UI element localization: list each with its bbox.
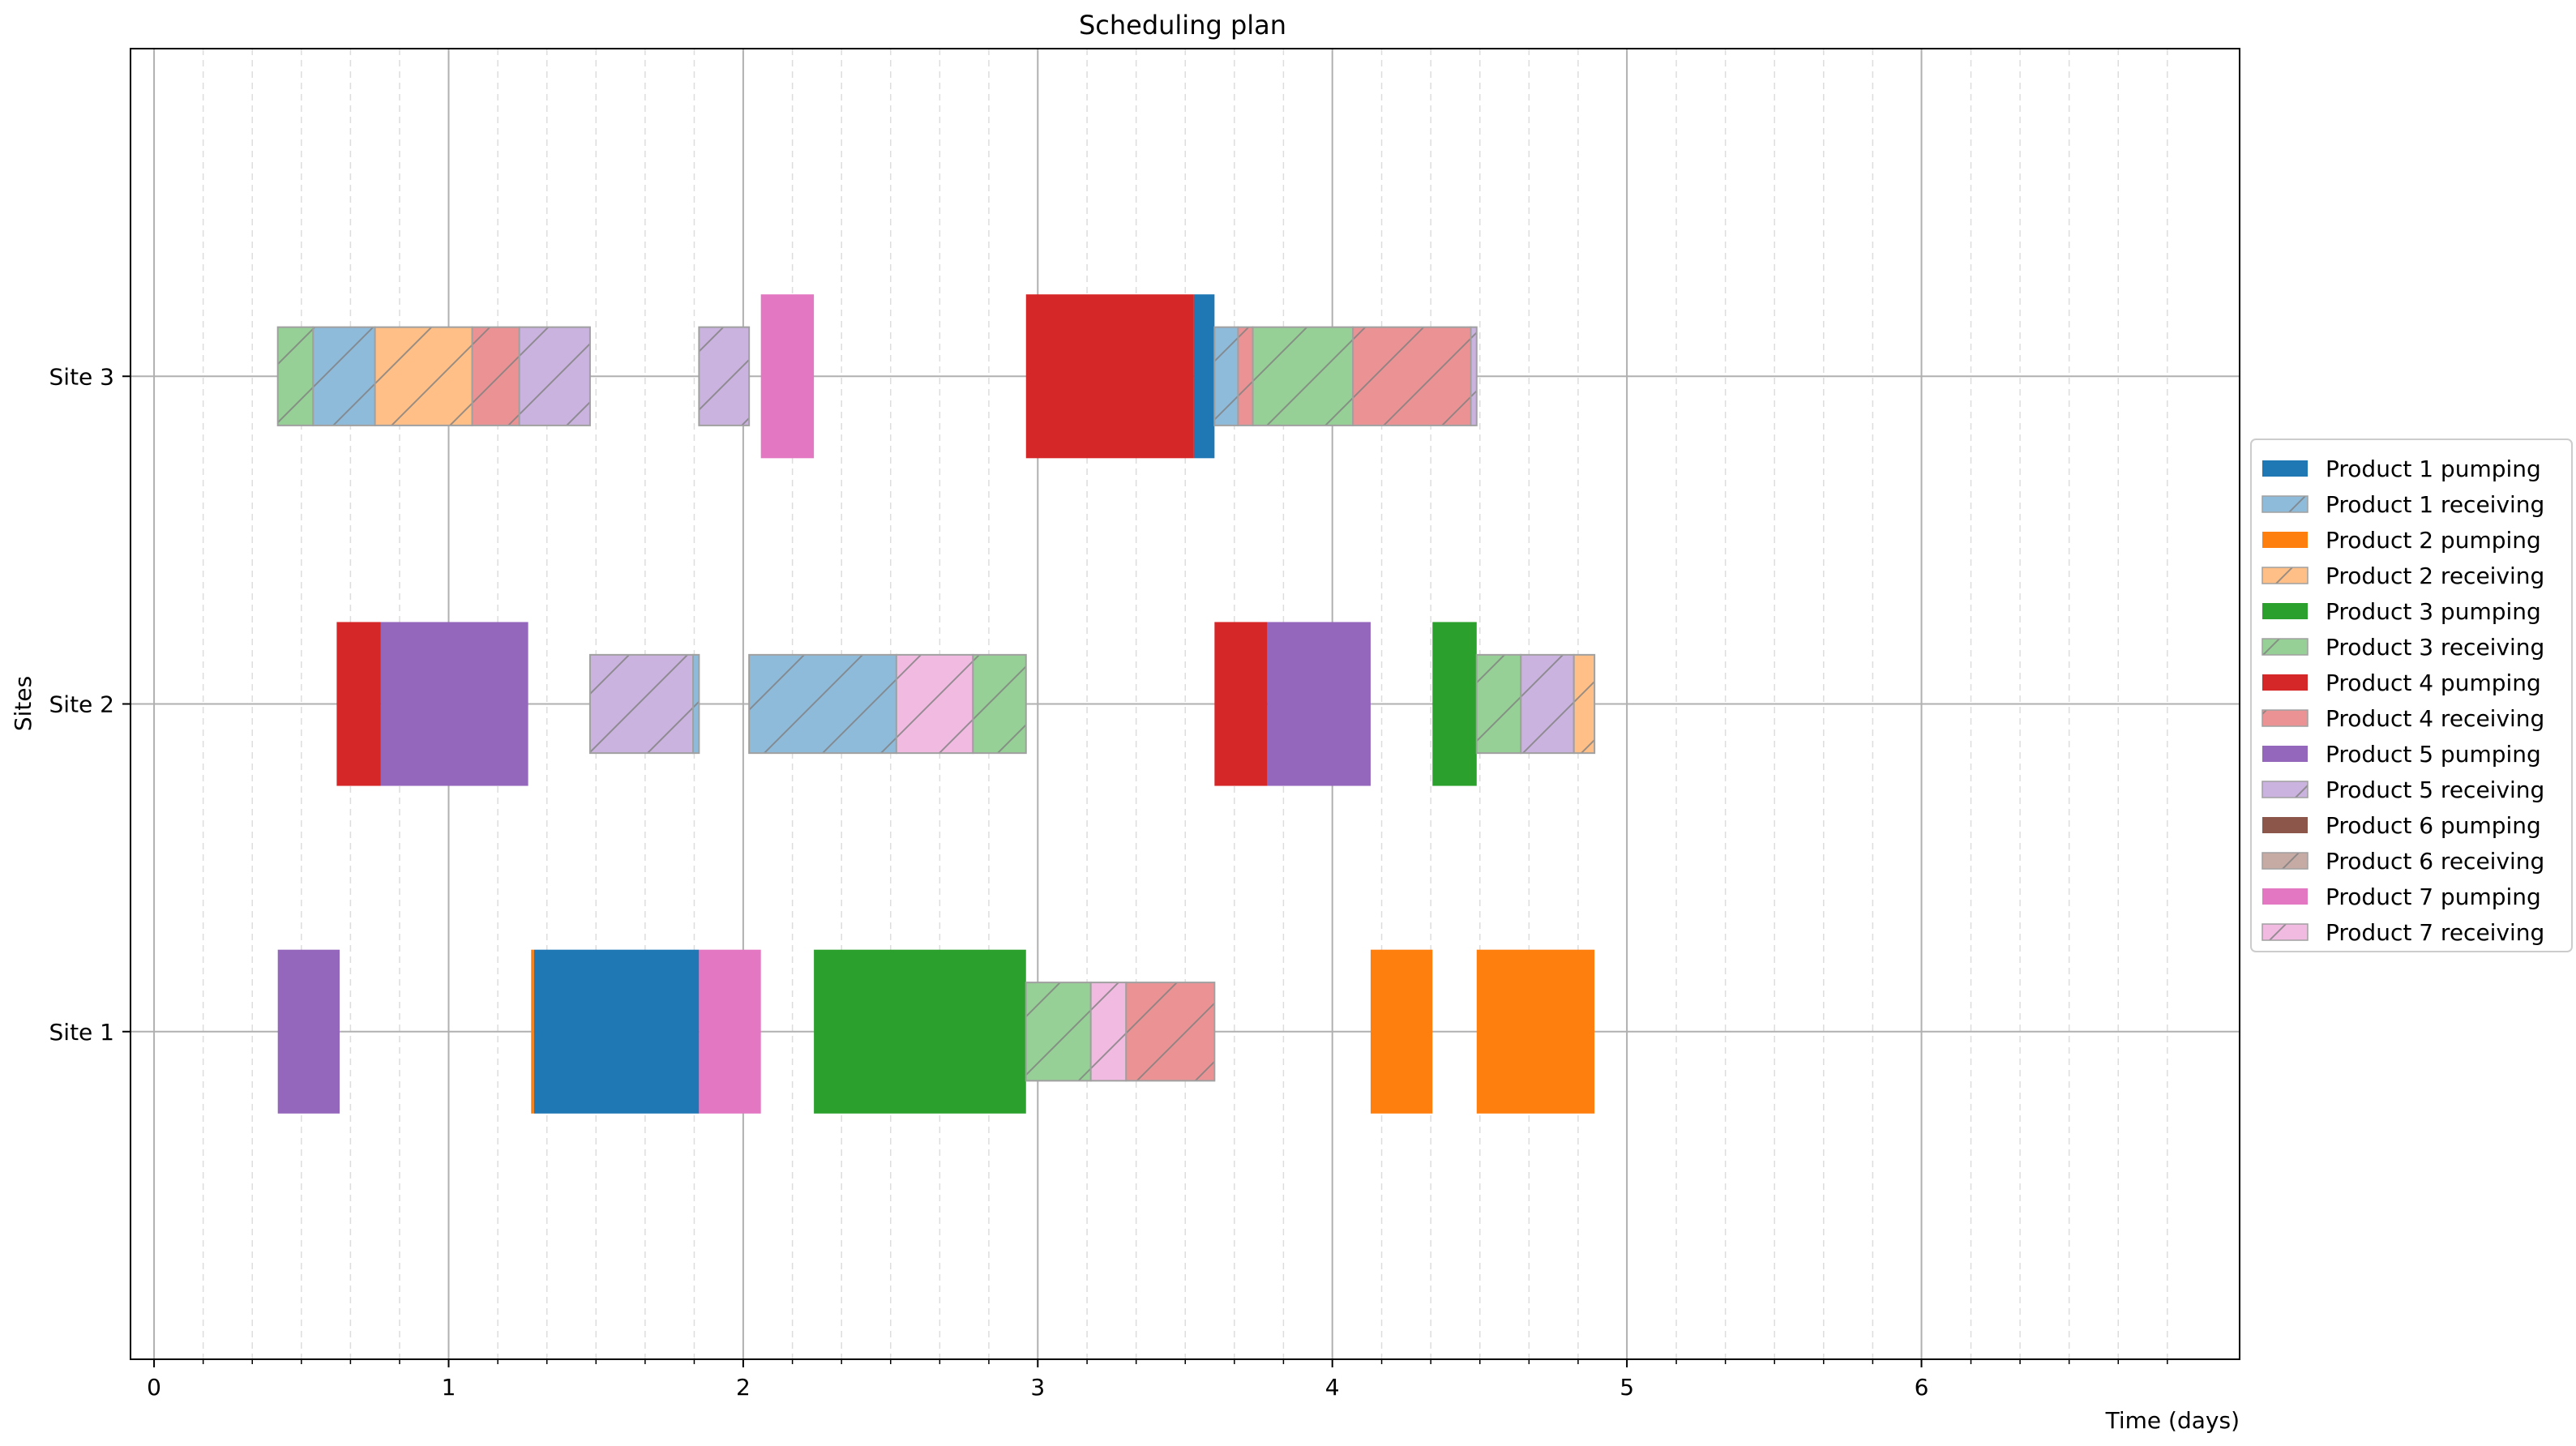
- task-bar-product-5-receiving: [1520, 653, 1575, 755]
- task-bar-product-2-receiving: [1573, 653, 1596, 755]
- y-axis: Site 1 Site 2 Site 3: [49, 363, 131, 1046]
- task-bar-product-5-receiving: [518, 326, 591, 426]
- legend-swatch: [2261, 781, 2309, 798]
- task-bar-product-4-pumping: [336, 622, 381, 786]
- task-bar-product-2-pumping: [1476, 949, 1595, 1114]
- task-bar-product-2-pumping: [1370, 949, 1433, 1114]
- task-bar-product-4-receiving: [1352, 326, 1472, 426]
- task-bar-product-5-receiving: [1470, 326, 1478, 426]
- legend-swatch: [2261, 709, 2309, 727]
- task-bars: [276, 294, 1596, 1114]
- y-tick-label: Site 2: [49, 691, 114, 718]
- legend-swatch: [2262, 888, 2308, 905]
- legend-swatch: [2261, 567, 2309, 584]
- legend-swatch: [2261, 852, 2309, 870]
- legend-label: Product 1 pumping: [2326, 456, 2541, 482]
- legend-label: Product 7 pumping: [2326, 883, 2541, 910]
- task-bar-product-1-receiving: [748, 653, 897, 755]
- task-bar-product-2-receiving: [374, 326, 473, 426]
- legend-swatch: [2262, 674, 2308, 691]
- legend-swatch: [2262, 460, 2308, 477]
- y-axis-label: Sites: [10, 676, 36, 731]
- task-bar-product-1-receiving: [1213, 326, 1239, 426]
- task-bar-product-3-receiving: [972, 653, 1027, 755]
- task-bar-product-7-pumping: [760, 294, 815, 459]
- task-bar-product-3-receiving: [1025, 982, 1092, 1082]
- legend-swatch: [2262, 817, 2308, 833]
- chart-title: Scheduling plan: [1079, 10, 1286, 41]
- task-bar-product-7-receiving: [895, 653, 974, 755]
- task-bar-product-3-receiving: [1475, 653, 1522, 755]
- task-bar-product-7-receiving: [1089, 982, 1128, 1082]
- legend-label: Product 3 pumping: [2326, 598, 2541, 625]
- legend-label: Product 7 receiving: [2326, 919, 2544, 946]
- task-bar-product-1-pumping: [1193, 294, 1215, 459]
- legend-label: Product 3 receiving: [2326, 634, 2544, 661]
- task-bar-product-4-pumping: [1025, 294, 1194, 459]
- x-tick-label: 2: [736, 1374, 751, 1401]
- task-bar-product-1-pumping: [533, 949, 700, 1114]
- x-tick-label: 4: [1325, 1374, 1340, 1401]
- legend-swatch: [2262, 746, 2308, 762]
- legend-label: Product 2 receiving: [2326, 563, 2544, 589]
- task-bar-product-5-pumping: [1267, 622, 1371, 786]
- task-bar-product-7-pumping: [699, 949, 761, 1114]
- task-bar-product-3-pumping: [814, 949, 1026, 1114]
- task-bar-product-2-pumping: [531, 949, 534, 1114]
- x-tick-label: 6: [1915, 1374, 1929, 1401]
- task-bar-product-4-receiving: [1237, 326, 1254, 426]
- x-tick-label: 1: [442, 1374, 456, 1401]
- legend-swatch: [2261, 638, 2309, 656]
- task-bar-product-4-receiving: [471, 326, 520, 426]
- task-bar-product-5-pumping: [380, 622, 528, 786]
- legend-label: Product 6 receiving: [2326, 848, 2544, 875]
- x-axis: 0 1 2 3 4 5 6: [147, 1359, 2168, 1401]
- y-tick-label: Site 3: [49, 363, 114, 390]
- task-bar-product-5-receiving: [588, 653, 695, 755]
- legend-label: Product 5 pumping: [2326, 741, 2541, 768]
- x-tick-label: 5: [1620, 1374, 1634, 1401]
- x-axis-label: Time (days): [2105, 1407, 2240, 1434]
- legend: Product 1 pumping Product 1 receiving Prod…: [2250, 439, 2573, 952]
- task-bar-product-1-receiving: [312, 326, 376, 426]
- legend-swatch: [2262, 603, 2308, 619]
- legend-label: Product 6 pumping: [2326, 812, 2541, 839]
- legend-swatch: [2261, 923, 2309, 941]
- task-bar-product-4-pumping: [1214, 622, 1268, 786]
- legend-label: Product 2 pumping: [2326, 527, 2541, 554]
- task-bar-product-1-receiving: [692, 653, 700, 755]
- y-tick-label: Site 1: [49, 1019, 114, 1046]
- task-bar-product-3-receiving: [1252, 326, 1354, 426]
- task-bar-product-3-pumping: [1432, 622, 1477, 786]
- task-bar-product-3-receiving: [276, 326, 315, 426]
- task-bar-product-4-receiving: [1125, 982, 1216, 1082]
- task-bar-product-5-receiving: [698, 326, 751, 426]
- legend-label: Product 5 receiving: [2326, 776, 2544, 803]
- legend-label: Product 4 pumping: [2326, 670, 2541, 696]
- task-bar-product-5-pumping: [277, 949, 340, 1114]
- x-tick-label: 0: [147, 1374, 161, 1401]
- legend-swatch: [2262, 532, 2308, 548]
- major-gridlines: [131, 49, 2240, 1359]
- legend-label: Product 4 receiving: [2326, 705, 2544, 732]
- minor-gridlines: [202, 49, 2168, 1359]
- legend-swatch: [2261, 495, 2309, 513]
- x-tick-label: 3: [1030, 1374, 1045, 1401]
- legend-frame: [2250, 439, 2573, 952]
- legend-label: Product 1 receiving: [2326, 491, 2544, 518]
